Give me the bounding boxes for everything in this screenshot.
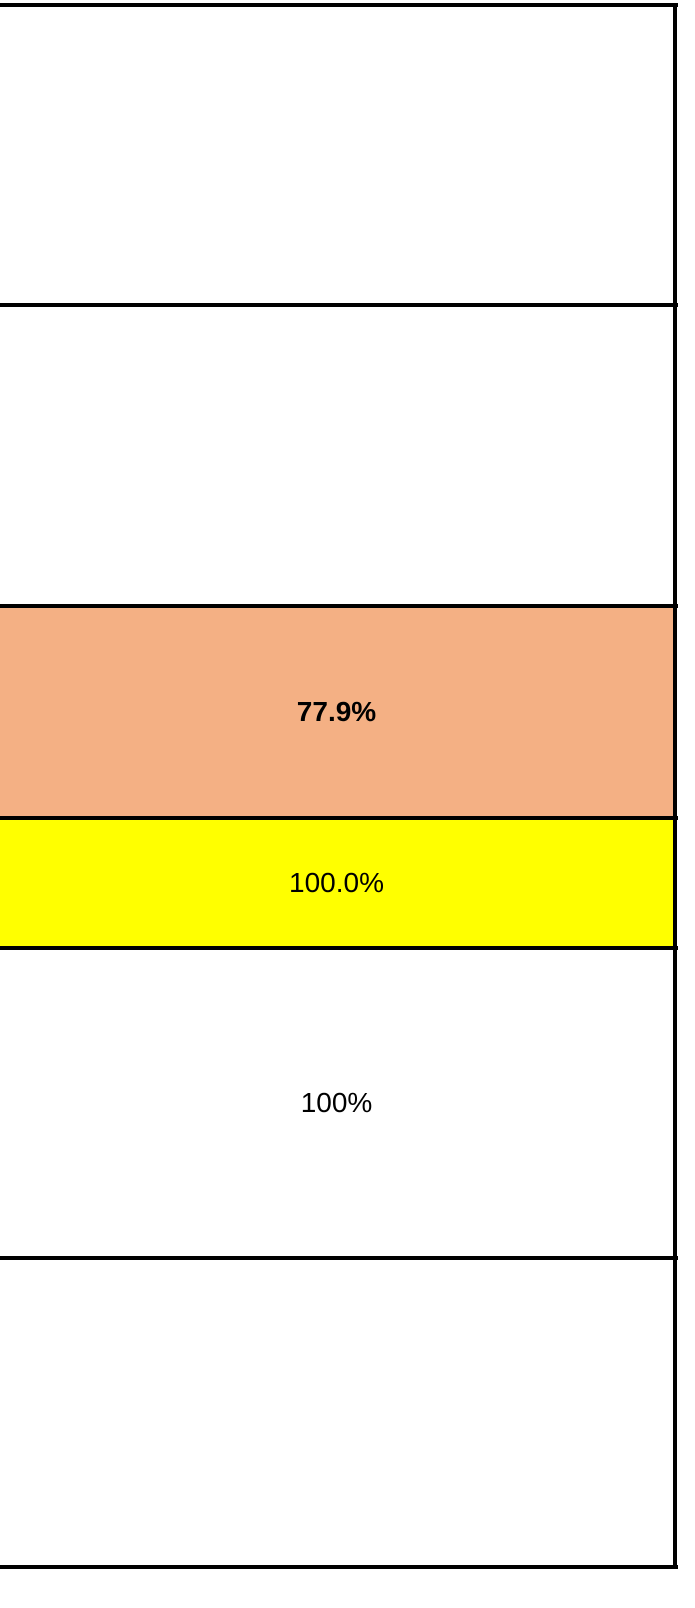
column-border — [673, 3, 677, 1569]
cell-percent[interactable]: 100% — [300, 1087, 373, 1118]
row-border — [0, 816, 678, 820]
cell-rate[interactable]: 77.9% — [0, 608, 673, 816]
row-border — [0, 303, 678, 307]
row-border — [0, 604, 678, 608]
cell-target[interactable]: 100.0% — [0, 820, 673, 946]
row-border — [0, 1565, 678, 1569]
row-border — [0, 3, 678, 7]
row-border — [0, 946, 678, 950]
row-border — [0, 1256, 678, 1260]
